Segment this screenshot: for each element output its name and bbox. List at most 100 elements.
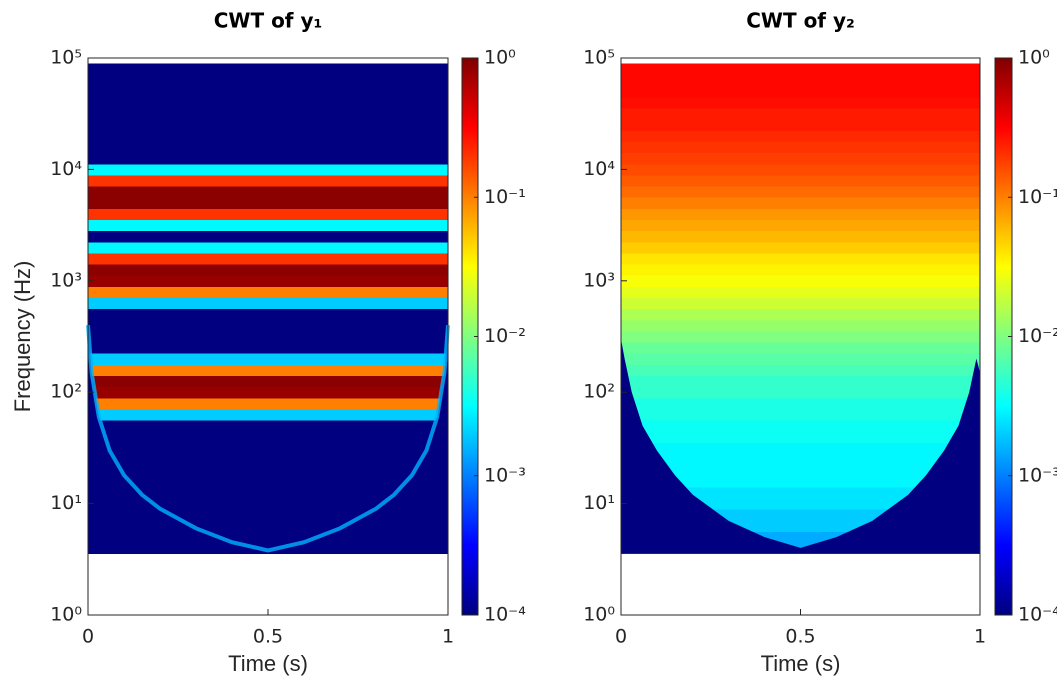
heat-row xyxy=(88,408,448,421)
heat-row xyxy=(621,375,980,388)
heat-row xyxy=(88,308,448,321)
heat-row xyxy=(88,252,448,265)
y-tick-label: 10⁵ xyxy=(50,47,82,69)
heat-row xyxy=(88,319,448,332)
heat-row xyxy=(88,130,448,143)
heat-row xyxy=(621,353,980,365)
heat-row xyxy=(621,74,980,87)
heat-row xyxy=(88,197,448,209)
heat-row xyxy=(88,208,448,221)
heat-row xyxy=(621,498,980,510)
y-tick-label: 10⁴ xyxy=(50,158,82,180)
heat-row xyxy=(88,74,448,87)
y-tick-label: 10³ xyxy=(583,269,615,291)
heat-row xyxy=(621,475,980,488)
heat-row xyxy=(621,397,980,410)
heat-row xyxy=(621,431,980,443)
heat-row xyxy=(88,453,448,466)
heat-row xyxy=(621,486,980,499)
heat-row xyxy=(621,108,980,120)
x-tick-label: 1 xyxy=(974,626,986,648)
heat-row xyxy=(88,498,448,510)
heat-row xyxy=(621,130,980,143)
y-tick-label: 10³ xyxy=(50,269,82,291)
colorbar-tick-label: 10⁻⁴ xyxy=(1018,604,1057,626)
coi-line xyxy=(86,324,450,553)
heat-row xyxy=(88,520,448,532)
heat-row xyxy=(88,141,448,154)
y-tick-label: 10¹ xyxy=(583,492,615,514)
heat-row xyxy=(621,531,980,544)
heat-row xyxy=(621,408,980,421)
heat-row xyxy=(88,119,448,131)
x-axis-label: Time (s) xyxy=(228,651,308,676)
chart-title: CWT of y₂ xyxy=(746,9,855,33)
heat-row xyxy=(621,230,980,243)
heat-row xyxy=(621,464,980,477)
heat-row xyxy=(88,186,448,198)
y-tick-label: 10² xyxy=(50,381,82,403)
x-tick-label: 0.5 xyxy=(785,626,815,648)
heat-row xyxy=(621,297,980,310)
colorbar-tick-label: 10⁻³ xyxy=(484,464,526,486)
heat-row xyxy=(88,163,448,176)
heat-row xyxy=(621,197,980,209)
heat-row xyxy=(621,186,980,198)
heat-row xyxy=(621,174,980,187)
heat-row xyxy=(621,286,980,299)
y-tick-label: 10⁴ xyxy=(583,158,615,180)
heat-row xyxy=(621,85,980,98)
heat-row xyxy=(88,464,448,477)
cone-of-influence xyxy=(621,339,980,554)
colorbar-tick-label: 10⁰ xyxy=(1018,47,1050,69)
heat-row xyxy=(621,241,980,254)
x-tick-label: 0.5 xyxy=(253,626,283,648)
y-tick-label: 10⁰ xyxy=(583,604,615,626)
colorbar-tick-label: 10⁻¹ xyxy=(1018,186,1057,208)
y-axis-label: Frequency (Hz) xyxy=(10,261,35,413)
heat-row xyxy=(621,453,980,466)
heat-row xyxy=(621,308,980,321)
x-tick-label: 0 xyxy=(82,626,94,648)
heat-row xyxy=(88,264,448,276)
colorbar-tick-label: 10⁻³ xyxy=(1018,464,1057,486)
y-tick-label: 10¹ xyxy=(50,492,82,514)
heat-row xyxy=(621,509,980,521)
heat-row xyxy=(621,342,980,354)
heat-row xyxy=(621,208,980,221)
heat-row xyxy=(621,219,980,232)
heat-row xyxy=(621,364,980,377)
heat-row xyxy=(88,275,448,287)
heat-row xyxy=(88,174,448,187)
y-tick-label: 10⁰ xyxy=(50,604,82,626)
x-axis-label: Time (s) xyxy=(761,651,841,676)
heat-row xyxy=(88,330,448,343)
heat-row xyxy=(621,420,980,432)
heat-row xyxy=(88,509,448,521)
heat-row xyxy=(621,386,980,399)
colorbar-tick-label: 10⁻² xyxy=(484,325,526,347)
heat-row xyxy=(621,264,980,276)
cone-of-influence xyxy=(88,325,448,554)
heat-row xyxy=(88,241,448,254)
heat-row xyxy=(621,330,980,343)
colorbar-tick-label: 10⁰ xyxy=(484,47,516,69)
x-tick-label: 0 xyxy=(615,626,627,648)
heat-row xyxy=(88,420,448,432)
heat-row xyxy=(88,96,448,109)
heat-row xyxy=(88,342,448,354)
heat-row xyxy=(88,286,448,299)
chart-title: CWT of y₁ xyxy=(214,9,323,33)
heat-row xyxy=(621,96,980,109)
heat-row xyxy=(621,520,980,532)
heat-row xyxy=(88,364,448,377)
heat-row xyxy=(88,63,448,76)
heat-row xyxy=(88,531,448,544)
heat-row xyxy=(621,152,980,165)
heat-row xyxy=(88,442,448,455)
y-tick-label: 10⁵ xyxy=(583,47,615,69)
y-tick-label: 10² xyxy=(583,381,615,403)
heat-row xyxy=(88,386,448,399)
heat-row xyxy=(88,219,448,232)
